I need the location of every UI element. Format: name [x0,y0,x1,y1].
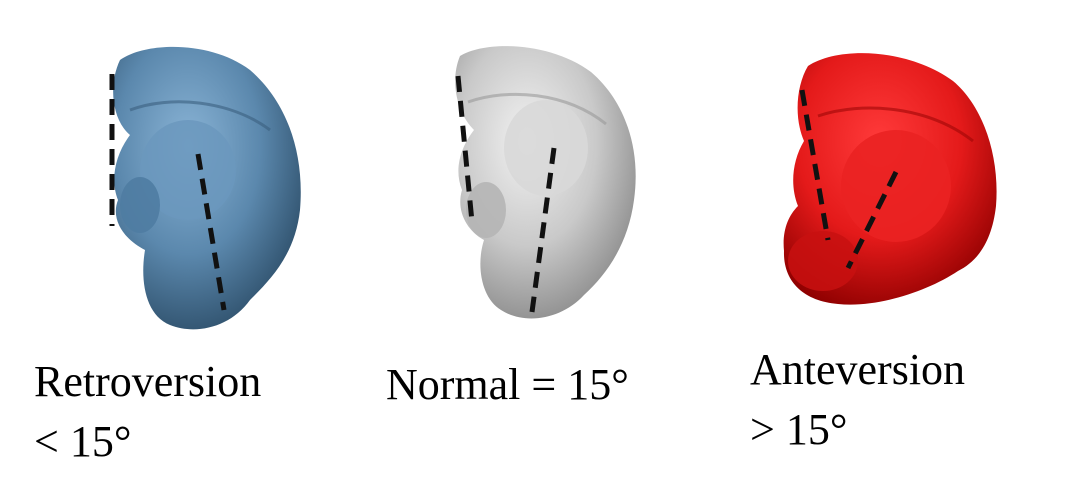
retroversion-bone-svg [109,46,301,330]
anteversion-caption-line2: > 15° [750,405,848,454]
retroversion-caption: Retroversion < 15° [34,352,261,472]
anteversion-caption-line1: Anteversion [750,345,966,394]
retroversion-ridge [129,100,271,132]
anteversion-bone-svg [783,53,997,305]
anteversion-ridge [817,106,974,143]
retroversion-axis-line [195,153,227,311]
anteversion-reference-line [799,89,831,241]
normal-bone-svg [455,46,636,319]
anteversion-axis-line [845,170,899,270]
anteversion-bone-model [778,46,1003,316]
normal-ridge [467,92,607,126]
anteversion-condyle [788,231,858,291]
anteversion-femoral-head [841,130,951,242]
normal-caption-line1: Normal = 15° [386,360,629,409]
normal-caption: Normal = 15° [386,355,629,415]
normal-femoral-head [504,100,588,196]
normal-condyle [466,182,506,238]
retroversion-bone-model [100,40,310,340]
normal-bone-model [446,40,646,330]
retroversion-condyle [120,177,160,233]
retroversion-caption-line2: < 15° [34,417,132,466]
retroversion-femoral-head [140,120,236,220]
retroversion-caption-line1: Retroversion [34,357,262,406]
normal-axis-line [529,147,557,313]
anteversion-caption: Anteversion > 15° [750,340,965,460]
